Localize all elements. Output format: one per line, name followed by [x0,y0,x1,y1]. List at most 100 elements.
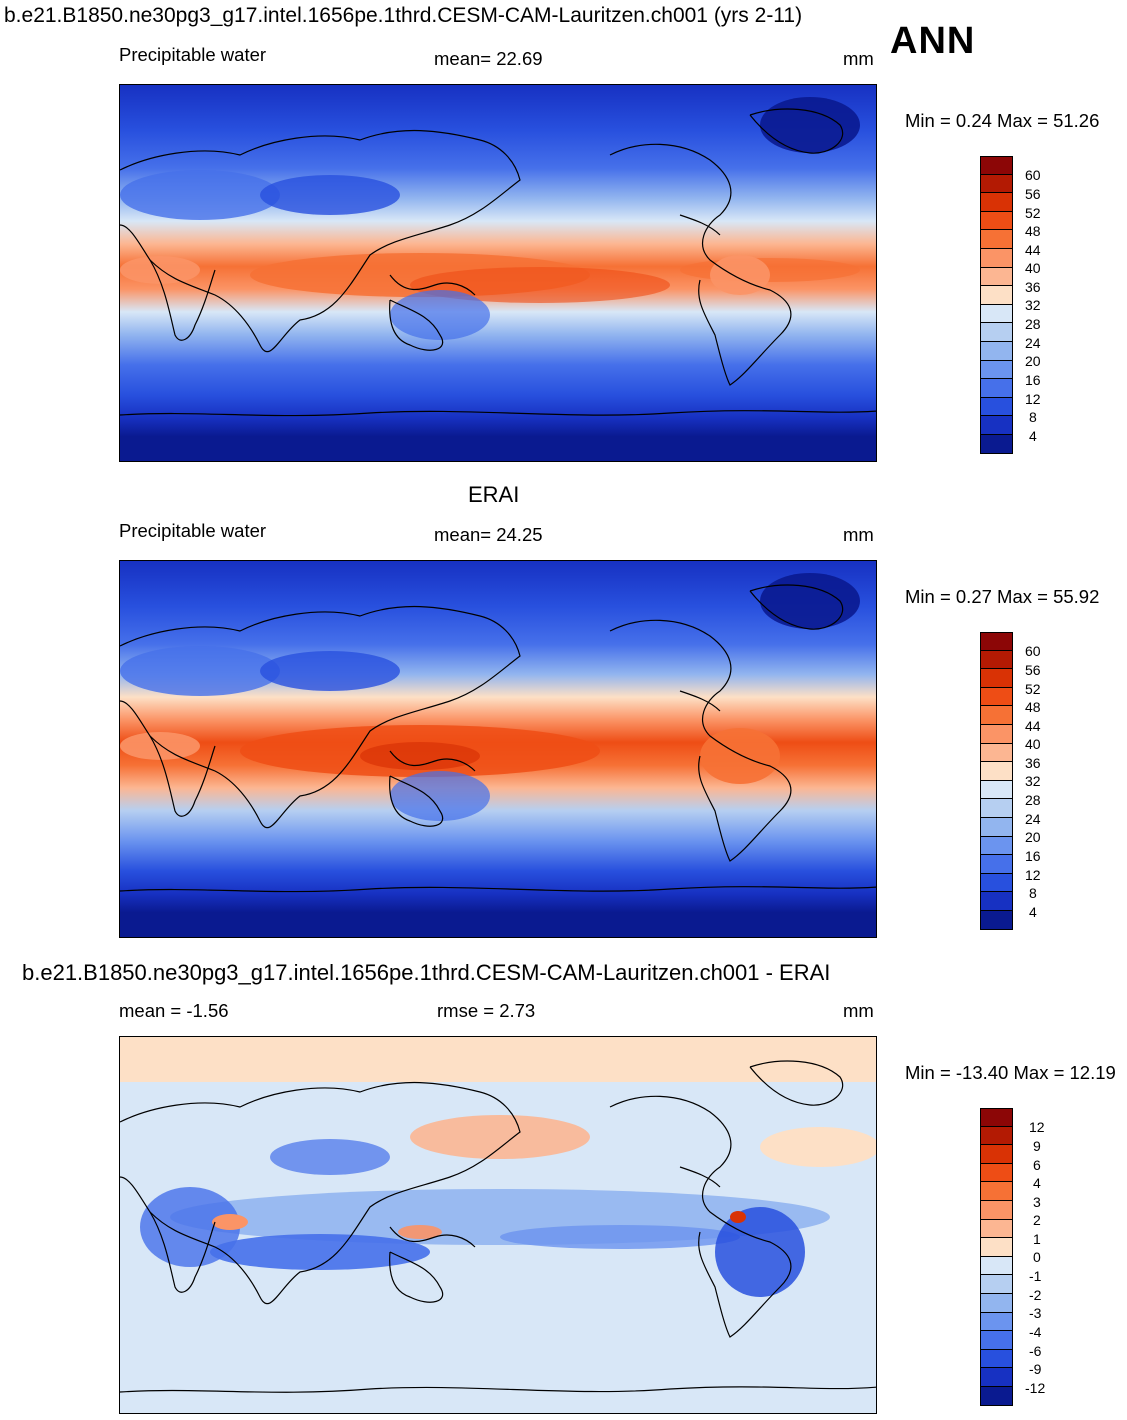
colorbar-segment [980,360,1013,380]
colorbar-segment [980,267,1013,287]
colorbar-tick: 24 [1025,811,1041,827]
colorbar-segment [980,1219,1013,1239]
colorbar-tick: 44 [1025,242,1041,258]
colorbar-segment [980,873,1013,893]
colorbar-segment [980,1126,1013,1146]
colorbar-segment [980,397,1013,417]
colorbar-tick: -2 [1029,1287,1042,1303]
colorbar-tick: 28 [1025,316,1041,332]
colorbar-tick: 44 [1025,718,1041,734]
colorbar-segment [980,434,1013,454]
panel-mean-label: mean= 24.25 [434,524,543,545]
colorbar-tick: 8 [1029,885,1037,901]
colorbar-segment [980,230,1013,249]
colorbar-tick: 4 [1033,1175,1041,1191]
panel-left-label: mean = -1.56 [119,1000,229,1021]
colorbar-segment [980,1200,1013,1220]
colorbar-segment [980,323,1013,342]
colorbar-tick: 60 [1025,643,1041,659]
panel-units-label: mm [843,524,874,545]
colorbar-tick: -6 [1029,1343,1042,1359]
colorbar-segment [980,910,1013,930]
colorbar-tick: 4 [1029,428,1037,444]
colorbar-tick: 12 [1029,1119,1045,1135]
colorbar-tick: 4 [1029,904,1037,920]
colorbar-tick: 24 [1025,335,1041,351]
colorbar-segment [980,650,1013,670]
season-label: ANN [890,20,976,62]
panel-minmax: Min = -13.40 Max = 12.19 [905,1062,1116,1083]
colorbar-segment [980,193,1013,212]
colorbar-tick: 56 [1025,186,1041,202]
plot-title: b.e21.B1850.ne30pg3_g17.intel.1656pe.1th… [4,4,803,27]
colorbar-tick: 20 [1025,829,1041,845]
panel-left-label: Precipitable water [119,44,267,65]
colorbar-tick: 52 [1025,681,1041,697]
colorbar-segment [980,341,1013,361]
colorbar-tick: 16 [1025,372,1041,388]
colorbar-segment [980,1293,1013,1313]
colorbar-tick: 36 [1025,279,1041,295]
colorbar-segment [980,1238,1013,1257]
colorbar-tick: -1 [1029,1268,1042,1284]
panel-mean-label: mean= 22.69 [434,48,543,69]
colorbar-segment [980,1386,1013,1406]
colorbar-segment [980,855,1013,874]
colorbar-segment [980,1368,1013,1387]
colorbar-segment [980,706,1013,725]
panel-units-label: mm [843,48,874,69]
colorbar-segment [980,724,1013,744]
colorbar-tick: 12 [1025,867,1041,883]
colorbar-tick: 32 [1025,297,1041,313]
colorbar-segment [980,304,1013,324]
colorbar-segment [980,156,1013,175]
colorbar-segment [980,892,1013,911]
colorbar-segment [980,1182,1013,1201]
colorbar-segment [980,174,1013,194]
colorbar-tick: 40 [1025,260,1041,276]
panel-units-label: mm [843,1000,874,1021]
colorbar-tick: 16 [1025,848,1041,864]
colorbar-segment [980,416,1013,435]
colorbar-segment [980,1312,1013,1332]
colorbar-segment [980,379,1013,398]
panel-rmse-label: rmse = 2.73 [437,1000,536,1021]
colorbar-segment [980,286,1013,305]
colorbar-segment [980,743,1013,763]
map-obs-field [120,561,876,937]
colorbar-tick: 20 [1025,353,1041,369]
colorbar-segment [980,632,1013,651]
colorbar-segment [980,669,1013,688]
colorbar-segment [980,1275,1013,1294]
colorbar-tick: 48 [1025,699,1041,715]
colorbar-model [980,156,1013,454]
colorbar-tick: -12 [1025,1380,1046,1396]
panel-subtitle: ERAI [468,482,520,507]
colorbar-segment [980,1349,1013,1369]
colorbar-tick: 48 [1025,223,1041,239]
colorbar-tick: 3 [1033,1194,1041,1210]
colorbar-segment [980,836,1013,856]
colorbar-tick: 32 [1025,773,1041,789]
map-diff-field [120,1037,876,1413]
colorbar-tick: 6 [1033,1157,1041,1173]
colorbar-segment [980,1163,1013,1183]
colorbar-segment [980,1145,1013,1164]
colorbar-tick: 2 [1033,1212,1041,1228]
colorbar-segment [980,211,1013,231]
map-model-field [120,85,876,461]
colorbar-tick: 0 [1033,1249,1041,1265]
colorbar-tick: -4 [1029,1324,1042,1340]
panel-minmax: Min = 0.27 Max = 55.92 [905,586,1100,607]
colorbar-segment [980,1331,1013,1350]
panel-minmax: Min = 0.24 Max = 51.26 [905,110,1100,131]
map-obs [119,560,877,938]
colorbar-segment [980,687,1013,707]
colorbar-segment [980,780,1013,800]
colorbar-tick: -9 [1029,1361,1042,1377]
colorbar-obs [980,632,1013,930]
colorbar-tick: 52 [1025,205,1041,221]
colorbar-tick: 36 [1025,755,1041,771]
colorbar-segment [980,1256,1013,1276]
colorbar-segment [980,799,1013,818]
